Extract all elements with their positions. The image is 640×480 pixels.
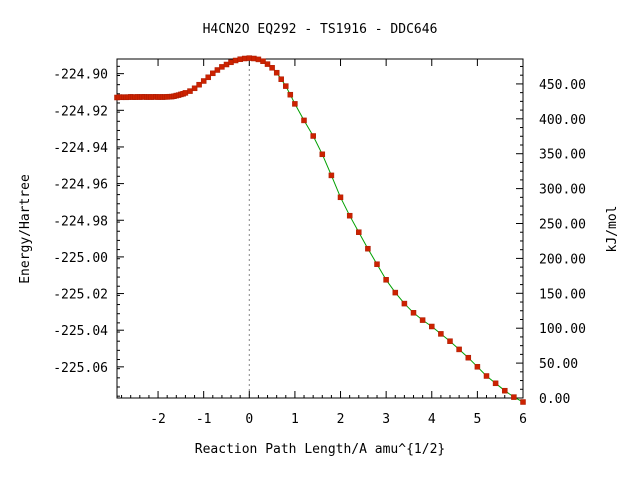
data-point [346, 212, 353, 219]
data-point [301, 117, 307, 124]
data-point [337, 194, 344, 201]
chart-title: H4CN2O EQ292 - TS1916 - DDC646 [203, 22, 438, 37]
y2-axis-label: kJ/mol [605, 206, 620, 253]
data-point [447, 338, 453, 344]
x-tick-label: 4 [428, 412, 436, 427]
data-point [278, 76, 284, 82]
data-point [474, 364, 481, 370]
y-tick-label: -225.04 [53, 324, 108, 339]
data-point [205, 74, 211, 81]
data-point [502, 387, 508, 394]
y2-tick-label: 200.00 [539, 252, 586, 267]
data-point [419, 317, 426, 323]
y-tick-label: -224.92 [53, 104, 108, 119]
data-point [196, 81, 202, 88]
data-point [456, 346, 462, 353]
y2-tick-label: 300.00 [539, 183, 586, 198]
x-tick-label: 1 [291, 412, 299, 427]
data-point [210, 70, 216, 77]
data-point [191, 85, 198, 92]
data-point [383, 277, 389, 283]
y2-tick-label: 50.00 [539, 357, 578, 372]
data-point [273, 69, 280, 76]
x-tick-label: -2 [150, 412, 166, 427]
data-point [200, 78, 207, 84]
y-tick-label: -225.00 [53, 251, 108, 266]
y-tick-label: -224.98 [53, 214, 108, 229]
y-tick-label: -225.02 [53, 288, 108, 303]
data-point [438, 331, 444, 337]
data-point [255, 56, 262, 63]
x-tick-label: -1 [196, 412, 212, 427]
x-tick-label: 3 [382, 412, 390, 427]
data-point [328, 172, 335, 179]
data-point [232, 57, 239, 64]
data-point [241, 55, 248, 62]
x-tick-label: 6 [519, 412, 527, 427]
plot-frame [116, 58, 524, 399]
data-point [410, 310, 417, 316]
y2-tick-label: 350.00 [539, 148, 586, 163]
plot-area: -2 -1 0 1 2 3 4 5 6 -224.90 -224.92 -224.94 -224.96 -… [53, 55, 586, 427]
data-point [182, 90, 189, 96]
x-axis-label: Reaction Path Length/A amu^{1/2} [195, 442, 445, 457]
data-point [214, 67, 221, 73]
x-tick-label: 0 [245, 412, 253, 427]
y-tick-label: -224.96 [53, 178, 108, 193]
y-tick-label: -224.90 [53, 68, 108, 83]
data-point [492, 380, 499, 387]
data-point [283, 83, 289, 89]
x-tick-label: 5 [473, 412, 481, 427]
data-point [269, 65, 275, 71]
energy-curve [116, 57, 524, 403]
data-point [520, 399, 526, 405]
data-point [310, 133, 316, 139]
x-tick-label: 2 [337, 412, 345, 427]
data-point [356, 229, 362, 235]
y2-tick-label: 0.00 [539, 392, 570, 407]
y2-tick-label: 150.00 [539, 287, 586, 302]
data-point [246, 55, 253, 61]
y2-tick-label: 250.00 [539, 218, 586, 233]
data-point [228, 59, 234, 66]
data-point [374, 261, 380, 267]
data-point [319, 151, 326, 158]
data-point [483, 373, 490, 379]
data-point [365, 245, 371, 252]
data-point [392, 289, 399, 296]
data-point [465, 354, 472, 361]
y2-tick-label: 100.00 [539, 322, 586, 337]
data-point [287, 91, 294, 98]
data-point [187, 88, 193, 94]
y-tick-label: -224.94 [53, 141, 108, 156]
y2-tick-label: 400.00 [539, 113, 586, 128]
data-point [260, 58, 266, 64]
data-point [401, 300, 408, 307]
data-point [219, 64, 225, 70]
y2-tick-label: 450.00 [539, 78, 586, 93]
y-axis-label: Energy/Hartree [18, 174, 33, 284]
data-point [292, 101, 298, 107]
data-point [264, 61, 271, 67]
y-tick-label: -225.06 [53, 361, 108, 376]
data-point [429, 323, 435, 330]
data-point [511, 394, 517, 400]
